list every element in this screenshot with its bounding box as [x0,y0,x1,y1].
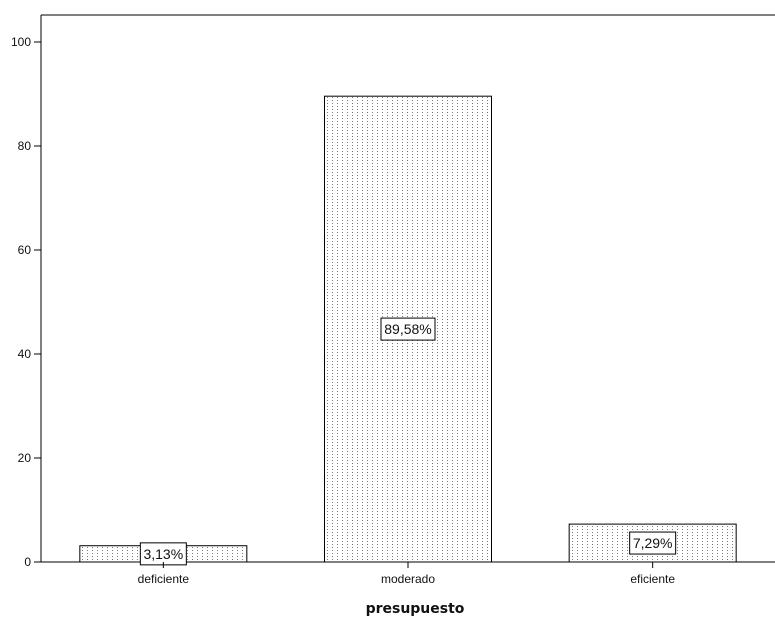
x-category-label: deficiente [138,572,190,586]
y-tick-label: 100 [11,35,31,49]
y-tick-label: 80 [18,139,32,153]
y-tick-label: 0 [24,555,31,569]
x-category-label: eficiente [630,572,675,586]
data-label-box [629,531,677,555]
x-axis-categories: deficiente moderado eficiente [138,562,675,586]
data-label: 3,13% [143,546,183,562]
y-tick-label: 20 [18,451,32,465]
y-tick-label: 60 [18,243,32,257]
y-tick-label: 40 [18,347,32,361]
x-axis-label: presupuesto [366,601,465,617]
data-label: 7,29% [633,535,673,551]
data-label-box [380,317,436,341]
bars: 3,13% 89,58% 7,29% [79,95,737,566]
data-label: 89,58% [384,321,431,337]
x-category-label: moderado [381,572,435,586]
y-axis-ticks: 0 20 40 60 80 100 [11,35,41,569]
